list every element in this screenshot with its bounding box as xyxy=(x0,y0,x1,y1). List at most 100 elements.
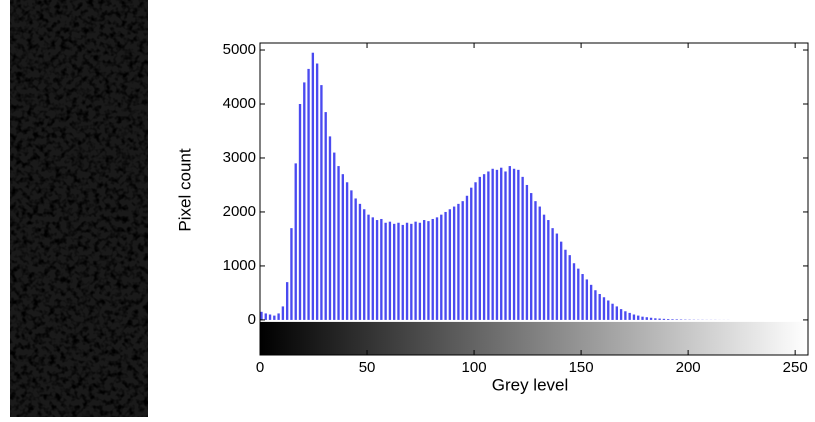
bar xyxy=(260,312,262,320)
bar xyxy=(654,318,656,320)
bar xyxy=(269,315,271,320)
bar xyxy=(376,220,378,320)
bar xyxy=(479,177,481,320)
bar xyxy=(590,285,592,320)
bar xyxy=(599,294,601,320)
bar xyxy=(521,177,523,320)
bar xyxy=(586,279,588,319)
bar xyxy=(594,290,596,320)
bar xyxy=(526,185,528,320)
bar xyxy=(316,64,318,320)
bar xyxy=(325,112,327,320)
bar xyxy=(367,215,369,320)
bar xyxy=(402,225,404,320)
bar xyxy=(487,171,489,319)
bar xyxy=(667,319,669,320)
x-tick-label: 0 xyxy=(256,359,264,376)
bar xyxy=(449,209,451,320)
x-tick-label: 250 xyxy=(783,359,808,376)
bar xyxy=(513,169,515,320)
bar xyxy=(337,166,339,320)
bar xyxy=(354,198,356,319)
bar xyxy=(569,255,571,320)
bar xyxy=(543,215,545,320)
bar xyxy=(603,297,605,320)
y-tick-label: 4000 xyxy=(223,95,256,112)
bar xyxy=(359,204,361,320)
bar xyxy=(607,300,609,319)
bar xyxy=(534,201,536,320)
bar xyxy=(573,263,575,320)
bar xyxy=(397,223,399,320)
y-axis-label: Pixel count xyxy=(175,148,194,231)
bar xyxy=(564,250,566,320)
bar xyxy=(551,228,553,320)
bar xyxy=(295,163,297,320)
grey-scale-bar xyxy=(260,322,808,355)
bar xyxy=(333,153,335,320)
bar xyxy=(491,169,493,320)
bar xyxy=(663,319,665,320)
bar xyxy=(419,223,421,320)
bar xyxy=(581,274,583,320)
bar xyxy=(342,174,344,320)
bar xyxy=(556,234,558,320)
bar xyxy=(372,217,374,320)
bar xyxy=(427,221,429,320)
y-tick-label: 5000 xyxy=(223,41,256,58)
bar xyxy=(389,222,391,320)
bar xyxy=(406,223,408,320)
bar xyxy=(380,219,382,320)
bar xyxy=(658,319,660,320)
bar xyxy=(436,217,438,320)
bar xyxy=(466,196,468,320)
bar xyxy=(282,306,284,319)
bar xyxy=(671,319,673,320)
bar xyxy=(539,207,541,320)
bar xyxy=(423,220,425,320)
bar xyxy=(286,282,288,320)
bar xyxy=(462,201,464,320)
y-tick-label: 0 xyxy=(248,311,256,328)
bar xyxy=(560,242,562,320)
bar xyxy=(500,168,502,320)
bar xyxy=(616,306,618,319)
bar xyxy=(676,319,678,320)
bar xyxy=(646,317,648,320)
bar xyxy=(350,190,352,320)
bar xyxy=(277,313,279,319)
bar xyxy=(509,166,511,320)
bar xyxy=(577,269,579,320)
bar xyxy=(290,228,292,320)
bar xyxy=(470,188,472,320)
bar xyxy=(307,69,309,320)
bar xyxy=(393,224,395,320)
bar xyxy=(440,215,442,320)
sample-texture xyxy=(10,0,148,417)
bar xyxy=(312,53,314,320)
x-axis-label: Grey level xyxy=(492,375,569,394)
bar xyxy=(624,311,626,320)
x-tick-label: 100 xyxy=(462,359,487,376)
bar xyxy=(363,209,365,320)
bar xyxy=(530,193,532,320)
bar xyxy=(410,224,412,320)
bar xyxy=(517,170,519,320)
bar xyxy=(483,174,485,320)
bar xyxy=(346,182,348,320)
bar xyxy=(299,104,301,320)
bar xyxy=(414,222,416,320)
bar xyxy=(453,207,455,320)
y-tick-label: 2000 xyxy=(223,203,256,220)
bar xyxy=(444,212,446,320)
x-tick-label: 200 xyxy=(676,359,701,376)
bar xyxy=(273,316,275,320)
bar xyxy=(329,136,331,320)
bar xyxy=(637,316,639,320)
bar xyxy=(611,304,613,320)
bar xyxy=(474,182,476,320)
x-tick-label: 50 xyxy=(359,359,376,376)
y-tick-label: 3000 xyxy=(223,149,256,166)
bar xyxy=(504,171,506,319)
